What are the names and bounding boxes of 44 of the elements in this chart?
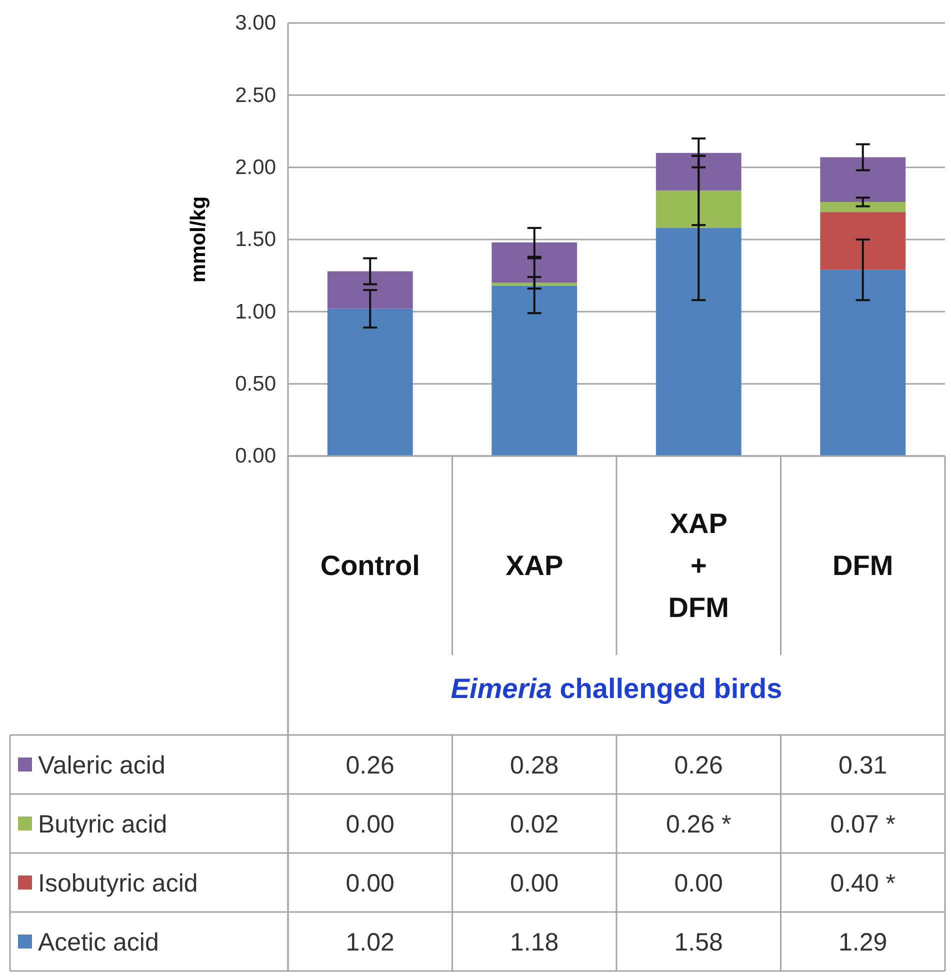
data-label: 0.02: [510, 810, 559, 838]
y-tick-label: 0.50: [235, 372, 276, 396]
data-label: 1.29: [838, 928, 888, 956]
y-tick-label: 1.50: [235, 228, 276, 252]
x-tick-label: DFM: [832, 550, 894, 581]
data-label: 0.00: [346, 870, 394, 898]
legend-label: Isobutyric acid: [38, 870, 198, 898]
bar: [820, 270, 906, 456]
x-axis-title: Eimeria challenged birds: [450, 673, 782, 704]
data-label: 0.00: [346, 810, 394, 838]
y-tick-label: 2.00: [235, 156, 276, 180]
bar: [327, 308, 413, 456]
bar: [492, 242, 578, 283]
bar: [492, 286, 578, 456]
x-tick-label: XAP + DFM: [668, 508, 729, 623]
x-tick-label: XAP: [506, 550, 564, 581]
y-tick-label: 3.00: [235, 12, 276, 35]
legend-label: Valeric acid: [38, 752, 166, 780]
data-label: 0.26: [346, 752, 394, 780]
data-label: 0.40 *: [830, 870, 896, 898]
bar: [820, 202, 906, 212]
data-label: 0.00: [510, 870, 559, 898]
data-label: 0.26: [674, 752, 723, 780]
data-label: 1.18: [510, 928, 559, 956]
y-tick-label: 2.50: [235, 84, 276, 107]
y-tick-label: 1.00: [235, 300, 276, 324]
bar: [656, 228, 742, 456]
y-axis-title: mmol/kg: [187, 196, 210, 283]
data-label: 1.02: [346, 928, 394, 956]
bar: [656, 190, 742, 228]
data-label: 0.28: [510, 752, 559, 780]
y-tick-label: 0.00: [235, 444, 276, 468]
data-label: 0.00: [674, 870, 723, 898]
legend-label: Acetic acid: [38, 928, 159, 956]
bar: [820, 157, 906, 202]
data-label: 0.26 *: [666, 810, 732, 838]
legend-label: Butyric acid: [38, 810, 168, 838]
data-label: 0.31: [838, 752, 888, 780]
data-label: 0.07 *: [830, 810, 896, 838]
data-label: 1.58: [674, 928, 723, 956]
x-tick-label: Control: [320, 550, 420, 581]
bar: [820, 212, 906, 270]
bar: [327, 271, 413, 309]
bar: [656, 152, 742, 190]
